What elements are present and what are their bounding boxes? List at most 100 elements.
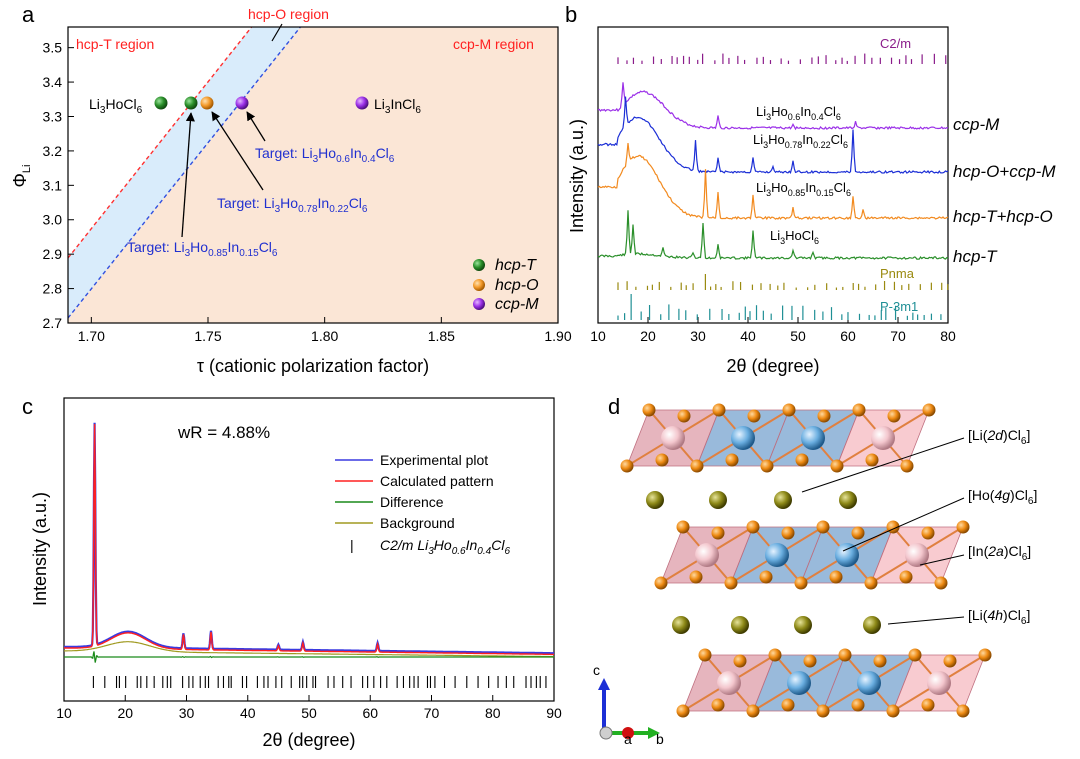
curve-label-ho085: Li3Ho0.85In0.15Cl6 (756, 180, 851, 198)
panel-b-letter: b (565, 2, 577, 27)
axis-b-head (648, 727, 660, 739)
in-atom (661, 426, 685, 450)
c-xtick-label: 10 (56, 705, 72, 721)
panel-a-xlabel: τ (cationic polarization factor) (197, 356, 429, 376)
a-ytick-label: 3.4 (43, 74, 63, 90)
li-2d-atom (709, 491, 727, 509)
cl-atom (782, 403, 796, 417)
a-ytick-label: 3.3 (43, 108, 63, 124)
ho-atom (765, 543, 789, 567)
ho-atom (801, 426, 825, 450)
c-background-line (64, 641, 554, 658)
cl-atom (886, 704, 900, 718)
region-hcp-t-label: hcp-T region (76, 36, 154, 52)
a-ytick-label: 3.2 (43, 143, 63, 159)
ho-atom (787, 671, 811, 695)
cl-atom (781, 526, 795, 540)
legend-ccp-m-marker (473, 298, 485, 310)
cl-atom (934, 576, 948, 590)
cl-atom (760, 459, 774, 473)
panel-c-curves (64, 422, 554, 688)
region-ccp-m-label: ccp-M region (453, 36, 534, 52)
in-atom (927, 671, 951, 695)
li-2d-atom (774, 491, 792, 509)
c-difference-line (64, 651, 554, 663)
li-4h-atom (672, 616, 690, 634)
cl-atom (654, 576, 668, 590)
cl-atom (908, 648, 922, 662)
site-label-ho4g: [Ho(4g)Cl6] (968, 487, 1037, 507)
arrow-ho078 (211, 111, 264, 191)
legend-background-label: Background (380, 515, 455, 531)
ref-c2m-label: C2/m (880, 36, 911, 51)
legend-calculated-label: Calculated pattern (380, 473, 494, 489)
ho-atom (835, 543, 859, 567)
legend-ccp-m-label: ccp-M (495, 296, 539, 313)
panel-b-ticks: 10 20 30 40 50 60 70 80 (590, 317, 956, 344)
site-pointer-li4h (887, 616, 965, 625)
c-xtick-label: 50 (301, 705, 317, 721)
cl-atom (690, 459, 704, 473)
cl-atom (746, 704, 760, 718)
cl-atom (865, 453, 879, 467)
target-label-ho078: Target: Li3Ho0.78In0.22Cl6 (217, 195, 368, 215)
li-4h-atom (794, 616, 812, 634)
cl-atom (851, 526, 865, 540)
cl-atom (747, 409, 761, 423)
curve-hcp-o-ccp-m (597, 96, 949, 174)
cl-atom (830, 459, 844, 473)
point-ho078 (200, 96, 214, 110)
cl-atom (803, 654, 817, 668)
cl-atom (829, 570, 843, 584)
curve-hcp-t (597, 210, 949, 261)
cl-atom (759, 570, 773, 584)
ho-atom (731, 426, 755, 450)
cl-atom (956, 704, 970, 718)
cl-atom (711, 526, 725, 540)
in-atom (871, 426, 895, 450)
cl-atom (642, 403, 656, 417)
panel-c-ticks: 10 20 30 40 50 60 70 80 90 (56, 695, 562, 721)
site-label-in2a: [In(2a)Cl6] (968, 543, 1031, 563)
wr-annotation: wR = 4.88% (177, 423, 270, 442)
panel-d-letter: d (608, 394, 620, 419)
a-xtick-label: 1.75 (194, 328, 221, 344)
legend-difference-label: Difference (380, 494, 444, 510)
cl-atom (899, 570, 913, 584)
c-xtick-label: 40 (240, 705, 256, 721)
b-xtick-label: 50 (790, 328, 806, 344)
crystal-structure (620, 403, 992, 718)
c-xtick-label: 80 (485, 705, 501, 721)
cl-atom (711, 698, 725, 712)
axis-c-head (598, 678, 610, 690)
a-ytick-label: 2.9 (43, 246, 63, 262)
point-li3incl6 (355, 96, 369, 110)
cl-atom (698, 648, 712, 662)
cl-atom (768, 648, 782, 662)
cl-atom (781, 698, 795, 712)
curve-label-ho: Li3HoCl6 (770, 228, 819, 246)
cl-atom (677, 409, 691, 423)
in-atom (905, 543, 929, 567)
site-label-li4h: [Li(4h)Cl6] (968, 607, 1030, 627)
panel-c-ylabel: Intensity (a.u.) (30, 492, 50, 606)
panel-b-ylabel: Intensity (a.u.) (567, 119, 587, 233)
ref-pnma-label: Pnma (880, 266, 915, 281)
arrow-ho085 (181, 112, 195, 238)
cl-atom (689, 570, 703, 584)
a-ytick-label: 2.7 (43, 315, 63, 331)
cl-atom (921, 698, 935, 712)
panel-b-reference-ticks (617, 53, 949, 320)
region-hcp-o-label: hcp-O region (248, 6, 329, 22)
panel-c-letter: c (22, 394, 33, 419)
point-ho06 (235, 96, 249, 110)
label-li3incl6: Li3InCl6 (374, 96, 421, 116)
legend-bragg-marker: | (350, 537, 354, 553)
panel-b: b 10 20 30 40 50 60 70 80 C2/m Pnma P-3m1 Li3Ho… (565, 2, 1056, 376)
a-ytick-label: 2.8 (43, 281, 63, 297)
c-xtick-label: 30 (179, 705, 195, 721)
a-ytick-label: 3.5 (43, 40, 63, 56)
b-xtick-label: 80 (940, 328, 956, 344)
legend-hcp-t-label: hcp-T (495, 257, 537, 274)
curve-label-ho078: Li3Ho0.78In0.22Cl6 (753, 132, 848, 150)
